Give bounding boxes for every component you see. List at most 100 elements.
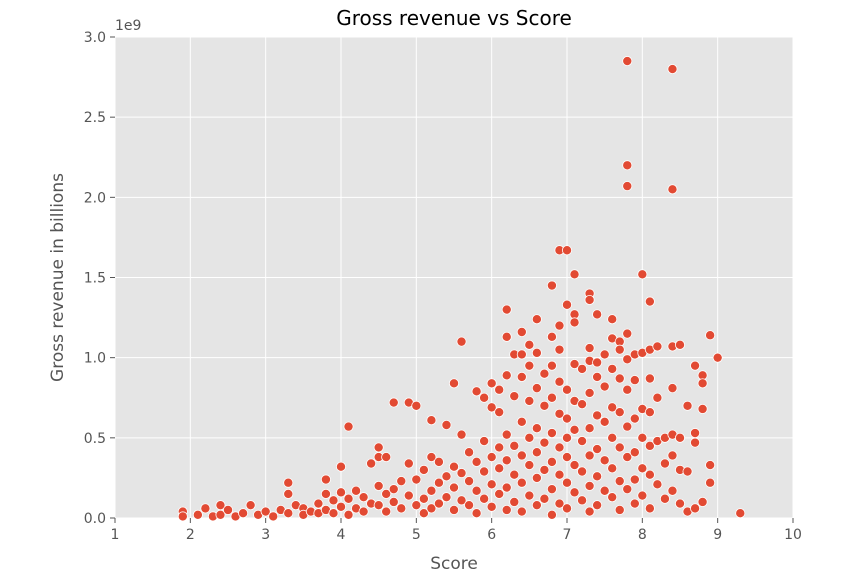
y-axis-ticks: 0.0 0.5 1.0 1.5 2.0 2.5 3.0 (84, 30, 115, 527)
scatter-point (433, 456, 444, 467)
scatter-point (509, 469, 520, 480)
scatter-point (690, 503, 701, 514)
scatter-point (268, 511, 279, 522)
y-tick-label: 0.0 (84, 511, 106, 527)
scatter-point (697, 378, 708, 389)
scatter-point (584, 480, 595, 491)
scatter-point (577, 436, 588, 447)
scatter-point (516, 349, 527, 360)
scatter-point (320, 488, 331, 499)
scatter-point (637, 432, 648, 443)
scatter-point (577, 495, 588, 506)
scatter-point (494, 384, 505, 395)
scatter-point (456, 336, 467, 347)
scatter-point (592, 500, 603, 511)
scatter-point (441, 420, 452, 431)
scatter-point (283, 508, 294, 519)
scatter-point (245, 500, 256, 511)
x-axis-ticks: 1 2 3 4 5 6 7 8 9 10 (111, 518, 802, 543)
x-tick-label: 5 (412, 527, 421, 543)
scatter-point (343, 509, 354, 520)
scatter-point (622, 484, 633, 495)
scatter-point (644, 503, 655, 514)
x-tick-label: 4 (337, 527, 346, 543)
scatter-point (524, 360, 535, 371)
scatter-point (690, 437, 701, 448)
x-tick-label: 6 (487, 527, 496, 543)
scatter-point (569, 487, 580, 498)
scatter-point (403, 490, 414, 501)
scatter-point (358, 506, 369, 517)
scatter-point (516, 371, 527, 382)
scatter-point (562, 452, 573, 463)
scatter-point (614, 476, 625, 487)
scatter-point (584, 423, 595, 434)
scatter-point (644, 440, 655, 451)
scatter-point (539, 400, 550, 411)
scatter-point (562, 413, 573, 424)
y-tick-label: 2.5 (84, 110, 106, 126)
y-tick-label: 1.0 (84, 351, 106, 367)
y-tick-label: 0.5 (84, 431, 106, 447)
scatter-point (644, 373, 655, 384)
scatter-point (546, 428, 557, 439)
scatter-point (320, 474, 331, 485)
scatter-point (607, 463, 618, 474)
scatter-point (652, 479, 663, 490)
scatter-point (531, 383, 542, 394)
scatter-point (524, 432, 535, 443)
scatter-point (546, 392, 557, 403)
scatter-point (343, 493, 354, 504)
scatter-point (622, 328, 633, 339)
scatter-point (411, 500, 422, 511)
scatter-point (682, 466, 693, 477)
scatter-point (652, 392, 663, 403)
scatter-point (629, 474, 640, 485)
scatter-point (396, 476, 407, 487)
y-tick-label: 1.5 (84, 271, 106, 287)
x-tick-label: 3 (261, 527, 270, 543)
scatter-point (531, 500, 542, 511)
scatter-point (531, 423, 542, 434)
y-tick-label: 2.0 (84, 190, 106, 206)
y-axis-label: Gross revenue in billions (48, 173, 68, 382)
scatter-point (448, 482, 459, 493)
scatter-point (335, 487, 346, 498)
scatter-point (381, 506, 392, 517)
scatter-point (381, 452, 392, 463)
scatter-point (448, 378, 459, 389)
scatter-point (554, 442, 565, 453)
scatter-point (622, 452, 633, 463)
scatter-point (562, 432, 573, 443)
scatter-point (200, 503, 211, 514)
scatter-point (697, 496, 708, 507)
y-tick-label: 3.0 (84, 30, 106, 46)
scatter-point (652, 341, 663, 352)
scatter-point (562, 245, 573, 256)
scatter-point (577, 363, 588, 374)
scatter-point (494, 442, 505, 453)
scatter-point (479, 466, 490, 477)
scatter-point (494, 488, 505, 499)
scatter-point (418, 464, 429, 475)
scatter-point (614, 504, 625, 515)
scatter-point (644, 407, 655, 418)
scatter-point (546, 484, 557, 495)
x-tick-label: 9 (713, 527, 722, 543)
scatter-point (539, 464, 550, 475)
scatter-point (501, 331, 512, 342)
scatter-point (697, 403, 708, 414)
scatter-point (607, 402, 618, 413)
scatter-point (524, 339, 535, 350)
scatter-point (569, 317, 580, 328)
scatter-point (607, 432, 618, 443)
scatter-point (584, 294, 595, 305)
scatter-point (622, 384, 633, 395)
scatter-point (335, 501, 346, 512)
scatter-point (524, 460, 535, 471)
scatter-point (546, 331, 557, 342)
scatter-point (524, 490, 535, 501)
scatter-point (403, 458, 414, 469)
scatter-point (516, 416, 527, 427)
